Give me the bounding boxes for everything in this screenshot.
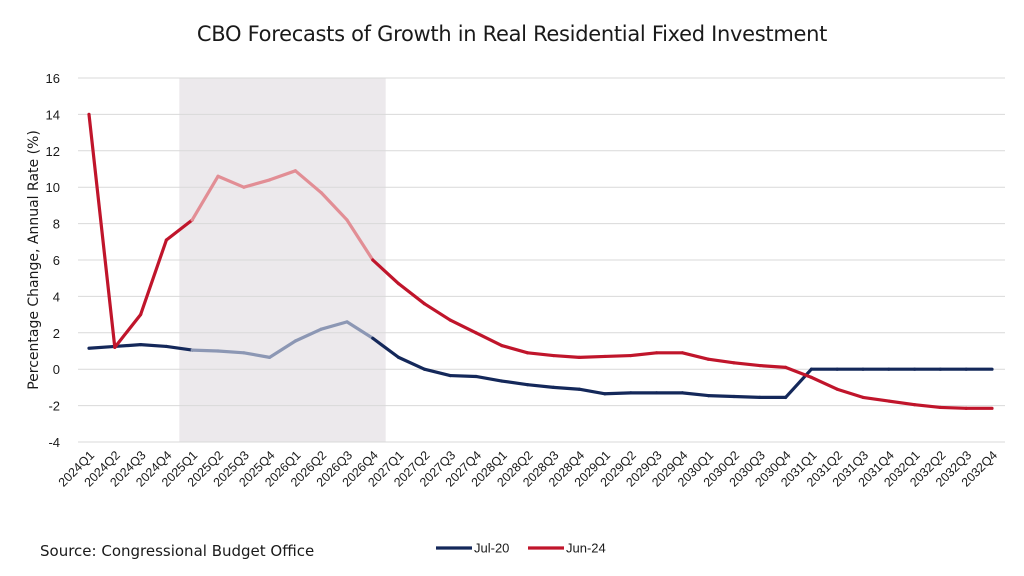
series-segment-jun-24 — [758, 363, 788, 369]
y-tick-label: 2 — [53, 326, 60, 341]
y-tick-label: 12 — [46, 144, 60, 159]
series-segment-jun-24 — [680, 351, 710, 361]
source-note: Source: Congressional Budget Office — [40, 542, 315, 560]
series-segment-jul-20 — [603, 391, 633, 396]
series-segment-jun-24 — [938, 405, 968, 410]
series-segment-jun-24 — [293, 169, 323, 195]
series-segment-jun-24 — [603, 353, 633, 359]
y-tick-label: 6 — [53, 253, 60, 268]
series-segment-jul-20 — [113, 343, 143, 349]
series-segment-jun-24 — [345, 218, 375, 262]
y-tick-label: -4 — [48, 435, 60, 450]
series-segment-jun-24 — [577, 354, 607, 359]
series-segment-jun-24 — [190, 174, 220, 222]
legend-label: Jun-24 — [566, 541, 606, 556]
series-segment-jun-24 — [809, 375, 839, 391]
y-tick-label: 8 — [53, 217, 60, 232]
series-segment-jun-24 — [242, 178, 272, 189]
series-segment-jun-24 — [835, 387, 865, 400]
series-segment-jun-24 — [422, 302, 452, 322]
series-segment-jun-24 — [371, 258, 401, 286]
series-segment-jul-20 — [87, 344, 117, 350]
series-segment-jun-24 — [164, 218, 194, 242]
legend-label: Jul-20 — [474, 541, 509, 556]
series-segment-jun-24 — [912, 403, 943, 410]
series-segment-jul-20 — [216, 349, 246, 355]
series-segment-jul-20 — [190, 348, 220, 353]
series-segment-jul-20 — [164, 344, 194, 352]
y-axis-label: Percentage Change, Annual Rate (%) — [26, 130, 42, 390]
series-segment-jun-24 — [397, 282, 426, 306]
y-tick-label: 0 — [53, 362, 60, 377]
y-tick-label: -2 — [48, 399, 60, 414]
series-segment-jun-24 — [216, 174, 246, 189]
series-segment-jun-24 — [732, 361, 762, 368]
series-segment-jul-20 — [371, 336, 401, 359]
chart-title: CBO Forecasts of Growth in Real Resident… — [196, 22, 828, 46]
series-segment-jul-20 — [268, 339, 297, 359]
series-segment-jun-24 — [139, 238, 168, 317]
series-segment-jul-20 — [397, 355, 426, 371]
y-tick-label: 14 — [46, 107, 60, 122]
series-segment-jul-20 — [577, 387, 607, 396]
series-segment-jun-24 — [783, 365, 814, 379]
series-segment-jun-24 — [268, 169, 297, 182]
series-segment-jul-20 — [783, 367, 814, 400]
series-segment-jun-24 — [500, 343, 530, 355]
series-segment-jul-20 — [139, 343, 168, 349]
series-segment-jul-20 — [422, 367, 452, 378]
series-segment-jun-24 — [319, 191, 349, 222]
series-segment-jul-20 — [525, 383, 556, 389]
series-segment-jun-24 — [448, 318, 478, 335]
series-segment-jun-24 — [525, 351, 556, 358]
series-segment-jul-20 — [448, 373, 478, 379]
series-segment-jul-20 — [551, 385, 581, 391]
series-segment-jun-24 — [551, 353, 581, 359]
series-segment-jun-24 — [87, 112, 117, 349]
series-segment-jul-20 — [345, 320, 375, 340]
y-tick-label: 10 — [46, 180, 60, 195]
series-segment-jun-24 — [629, 351, 659, 358]
series-segment-jun-24 — [113, 313, 143, 349]
series-segment-jul-20 — [732, 394, 762, 400]
series-segment-jul-20 — [680, 391, 710, 398]
y-tick-label: 16 — [46, 71, 60, 86]
series-segment-jul-20 — [319, 320, 349, 331]
series-segment-jul-20 — [500, 379, 530, 387]
series-segment-jun-24 — [861, 395, 891, 403]
series-segment-jun-24 — [706, 357, 736, 365]
series-segment-jul-20 — [706, 393, 736, 399]
series-segment-jul-20 — [474, 374, 504, 383]
series-segment-jul-20 — [293, 327, 323, 343]
series-segment-jun-24 — [474, 331, 504, 348]
y-tick-label: 4 — [53, 289, 60, 304]
series-segment-jul-20 — [242, 351, 272, 359]
series-segment-jun-24 — [887, 399, 917, 407]
